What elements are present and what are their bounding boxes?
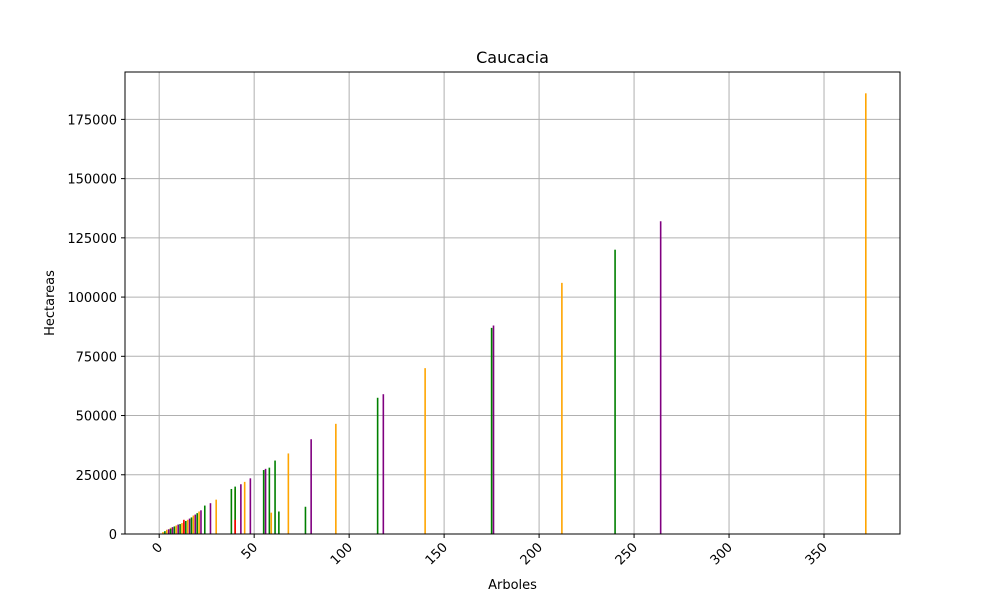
bar: [264, 468, 267, 534]
bar: [262, 470, 265, 534]
bar: [490, 327, 493, 534]
bar: [183, 519, 185, 534]
bar: [179, 524, 181, 534]
bar: [492, 325, 495, 534]
bar: [382, 394, 385, 534]
grid-lines: [125, 72, 900, 535]
y-axis-label: Hectareas: [43, 270, 58, 336]
bar: [304, 506, 307, 534]
bar: [376, 397, 379, 534]
bar: [659, 221, 662, 534]
bar: [162, 532, 164, 534]
bar: [164, 531, 166, 534]
bar: [230, 488, 233, 534]
bar: [310, 439, 312, 534]
bar: [175, 525, 178, 534]
bar: [240, 484, 242, 534]
bar: [234, 519, 236, 534]
bar: [335, 423, 337, 534]
bar: [188, 518, 191, 534]
bar: [169, 528, 172, 534]
y-tick-label: 0: [109, 528, 117, 543]
bar: [167, 529, 170, 534]
bar: [200, 510, 202, 534]
bar-marks: [162, 93, 867, 535]
bar: [249, 478, 252, 534]
bar: [196, 513, 198, 534]
bar: [561, 282, 563, 534]
bar: [181, 523, 183, 534]
y-tick-label: 100000: [67, 291, 117, 306]
y-tick-label: 125000: [67, 232, 117, 247]
bar: [274, 460, 276, 534]
bar: [186, 519, 189, 534]
bar: [198, 511, 200, 534]
bar: [243, 481, 246, 534]
bar: [177, 524, 179, 534]
plot-frame: [124, 71, 901, 535]
bar: [203, 505, 206, 534]
bar: [287, 453, 290, 534]
bar: [171, 527, 174, 534]
y-tick-label: 150000: [67, 173, 117, 188]
bar: [215, 499, 217, 534]
bar: [865, 93, 867, 535]
chart-title: Caucacia: [476, 48, 549, 67]
bar: [194, 514, 197, 534]
y-tick-label: 175000: [67, 113, 117, 128]
bar: [209, 503, 212, 534]
y-tick-label: 50000: [76, 410, 117, 425]
bar: [184, 520, 187, 534]
x-axis-label: Arboles: [488, 578, 537, 593]
bar: [270, 512, 273, 534]
bar: [190, 517, 193, 534]
y-tick-label: 25000: [76, 469, 117, 484]
y-tick-label: 75000: [76, 350, 117, 365]
bar: [268, 467, 271, 534]
bar: [192, 515, 195, 534]
bar: [234, 486, 236, 534]
bar: [173, 526, 176, 534]
bar: [278, 511, 280, 534]
bar: [165, 529, 168, 534]
axis-ticks: 0 50 100 150 200 250 300 3500250005000075000100…: [67, 113, 830, 568]
bar: [424, 368, 426, 534]
bar: [614, 249, 616, 534]
